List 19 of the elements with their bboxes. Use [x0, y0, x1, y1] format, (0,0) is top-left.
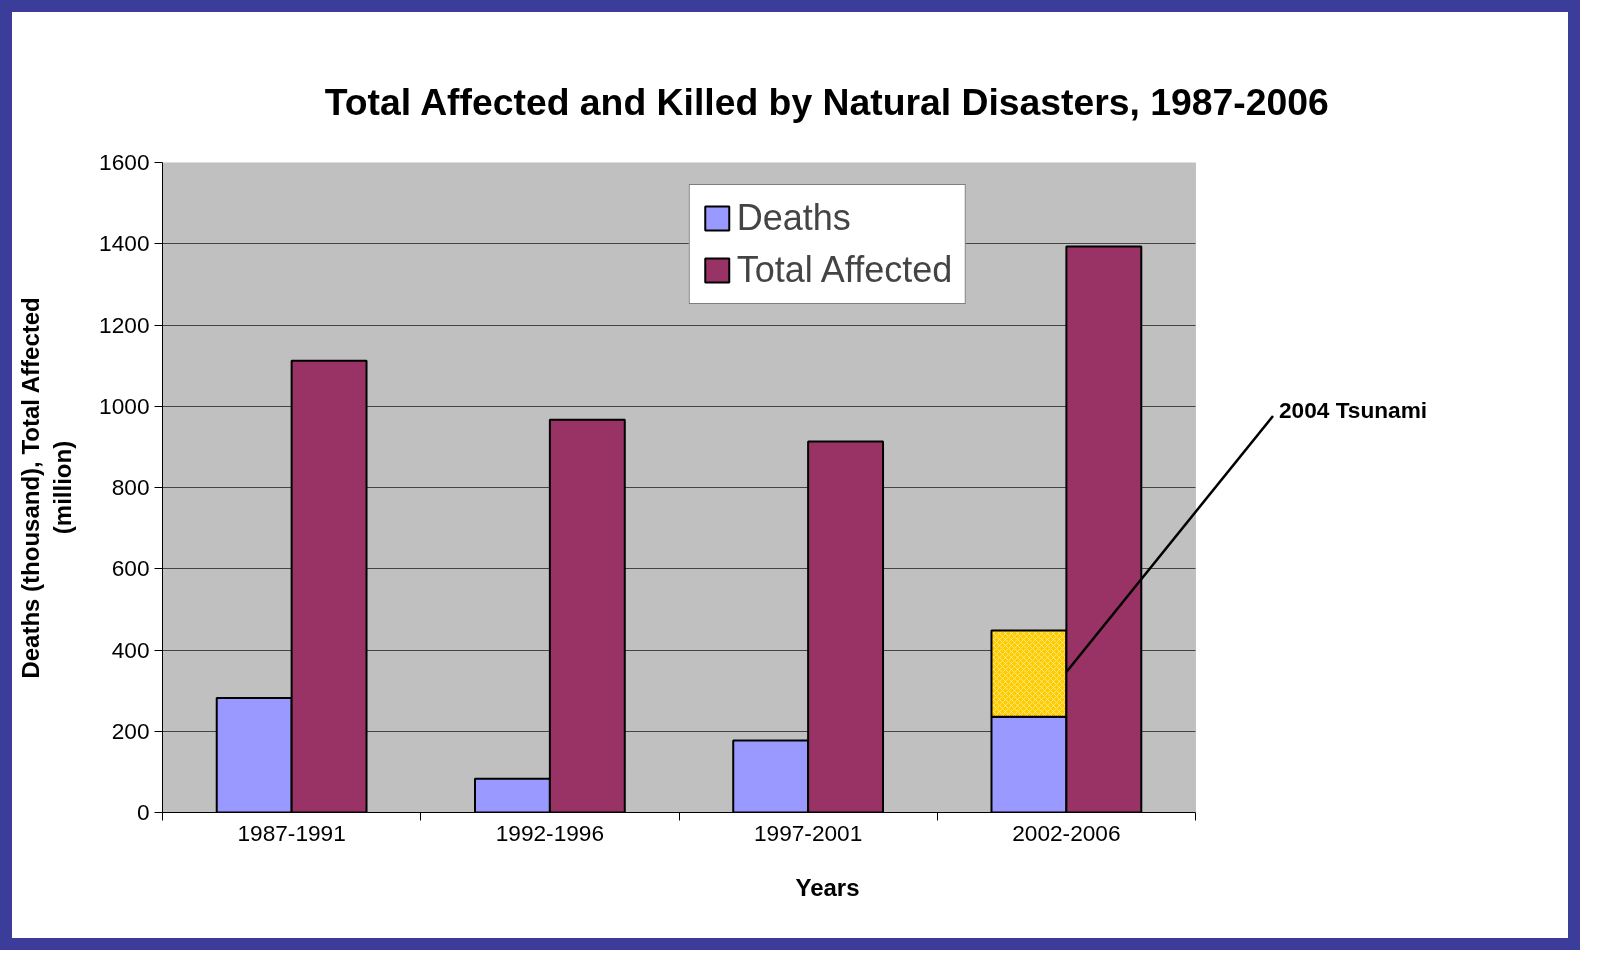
x-axis-title: Years [795, 873, 860, 901]
x-tick-label: 1987-1991 [237, 819, 346, 846]
chart-title: Total Affected and Killed by Natural Disasters, 1987-2006 [324, 80, 1329, 123]
y-tick-label: 0 [136, 799, 150, 825]
y-tick-label: 1600 [99, 149, 150, 175]
y-tick-label: 400 [111, 636, 150, 663]
legend-label: Deaths [736, 197, 851, 239]
y-tick-label: 200 [111, 717, 150, 744]
y-tick-label: 600 [111, 555, 150, 582]
y-tick-label: 800 [111, 474, 150, 500]
y-axis-title: Deaths (thousand), Total Affected (million) [16, 297, 77, 679]
x-tick-label: 2002-2006 [1012, 819, 1121, 846]
x-tick-label: 1992-1996 [495, 819, 605, 846]
x-tick-label: 1997-2001 [753, 819, 863, 846]
y-tick-label: 1400 [99, 230, 150, 257]
y-tick-label: 1000 [99, 392, 150, 419]
annotation: 2004 Tsunami [1278, 397, 1428, 423]
y-tick-label: 1200 [99, 311, 150, 338]
legend-label: Total Affected [736, 249, 953, 291]
